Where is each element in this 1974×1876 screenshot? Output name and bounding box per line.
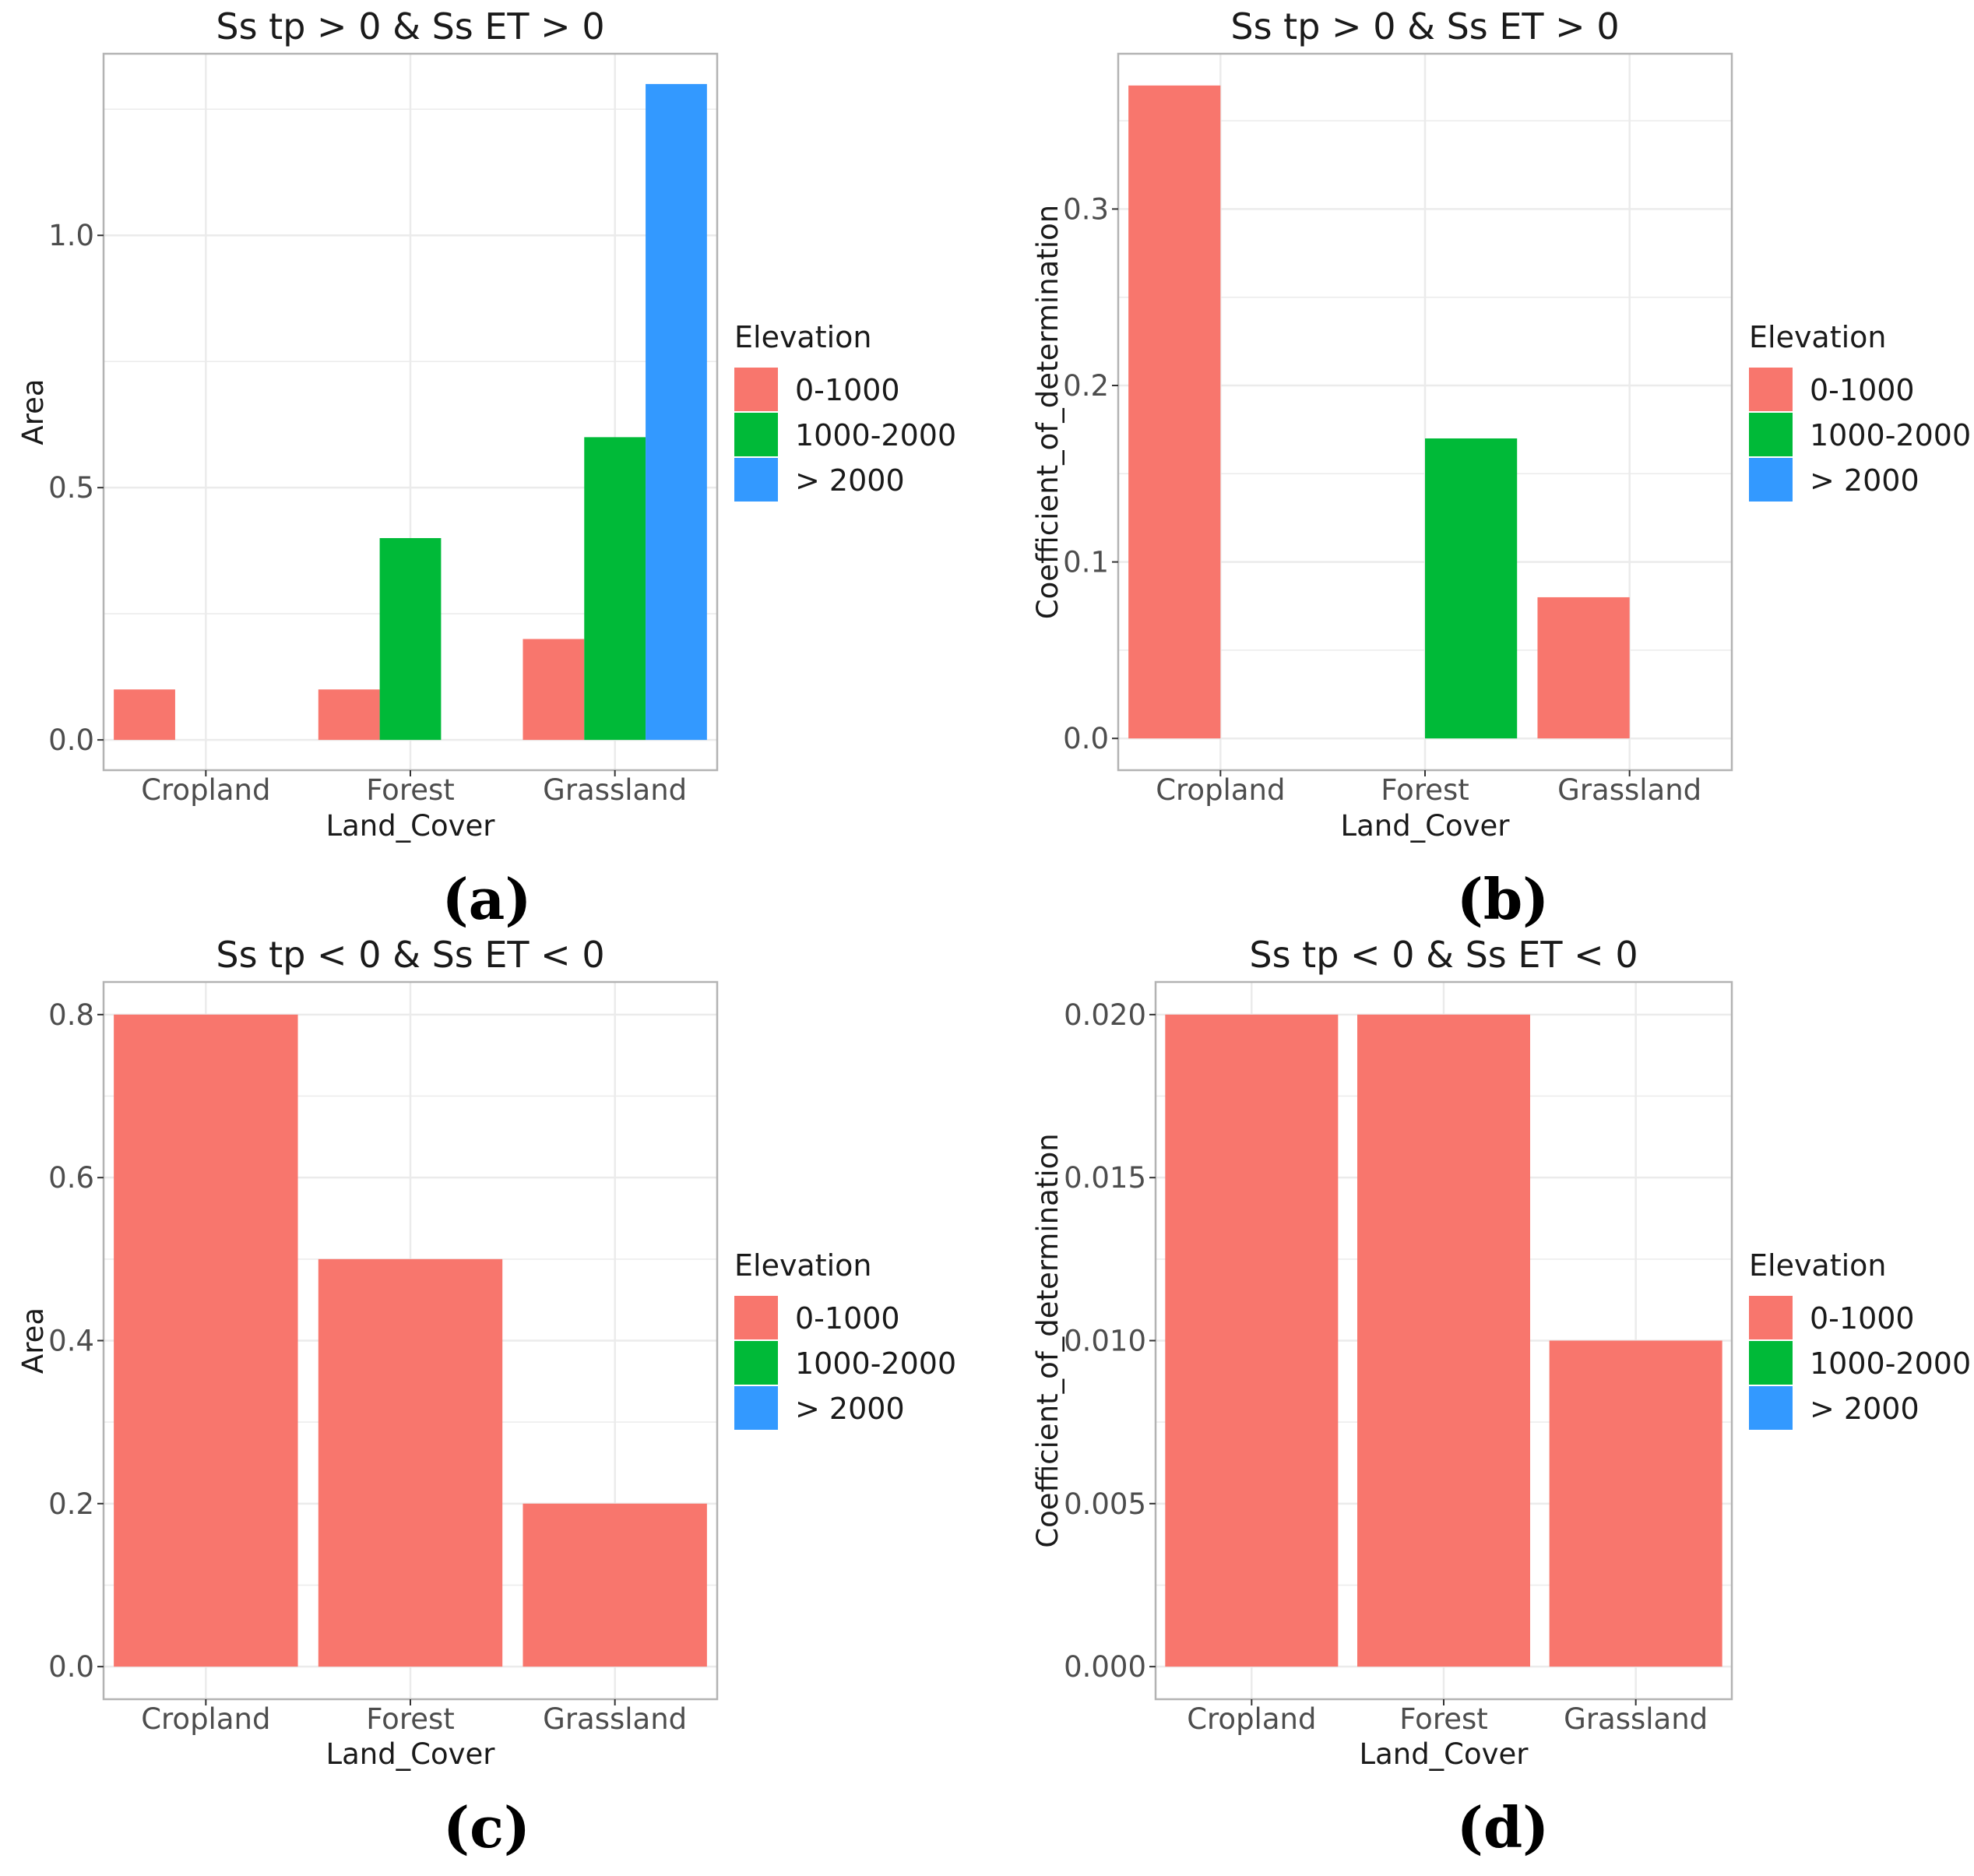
y-tick-label: 0.0 bbox=[1063, 722, 1109, 755]
legend-label-2: > 2000 bbox=[795, 1392, 905, 1426]
x-tick-label-cropland: Cropland bbox=[141, 773, 270, 807]
x-tick-label-forest: Forest bbox=[1399, 1702, 1488, 1736]
y-axis-label: Coefficient_of_determination bbox=[1031, 1133, 1064, 1547]
x-tick-label-forest: Forest bbox=[1381, 773, 1469, 807]
bar-cropland-0 bbox=[1165, 1014, 1339, 1667]
bar-forest-0 bbox=[1357, 1014, 1530, 1667]
bar-forest-0 bbox=[318, 689, 380, 741]
panel-label: (b) bbox=[1457, 866, 1549, 932]
chart-title: Ss tp < 0 & Ss ET < 0 bbox=[1249, 934, 1638, 976]
y-tick-label: 0.0 bbox=[48, 723, 94, 757]
legend-label-2: > 2000 bbox=[1810, 1392, 1919, 1426]
y-axis-label: Area bbox=[16, 1308, 50, 1374]
y-tick-label: 0.5 bbox=[48, 471, 94, 505]
legend-key-2 bbox=[1749, 1386, 1793, 1430]
panel-label: (d) bbox=[1457, 1794, 1549, 1860]
legend-label-1: 1000-2000 bbox=[795, 418, 956, 452]
legend-label-0: 0-1000 bbox=[1810, 1301, 1915, 1336]
chart-title: Ss tp > 0 & Ss ET > 0 bbox=[216, 5, 604, 48]
x-tick-label-grassland: Grassland bbox=[543, 773, 687, 807]
legend-key-0 bbox=[734, 368, 778, 411]
legend-title: Elevation bbox=[734, 320, 872, 354]
y-tick-label: 0.3 bbox=[1063, 192, 1109, 226]
legend-key-2 bbox=[734, 1386, 778, 1430]
bar-forest-0 bbox=[318, 1258, 503, 1667]
x-tick-label-cropland: Cropland bbox=[1187, 1702, 1316, 1736]
y-tick-label: 0.2 bbox=[48, 1487, 94, 1521]
y-tick-label: 0.015 bbox=[1064, 1161, 1146, 1195]
y-tick-label: 0.010 bbox=[1064, 1325, 1146, 1358]
y-tick-label: 0.005 bbox=[1064, 1487, 1146, 1521]
legend-label-1: 1000-2000 bbox=[1810, 1346, 1971, 1381]
y-tick-label: 0.2 bbox=[1063, 369, 1109, 403]
chart-panel-1: 0.0 0.5 1.0 Cropland Forest Grassland Ss tp > … bbox=[16, 5, 956, 932]
legend-key-0 bbox=[734, 1296, 778, 1339]
chart-panel-3: 0.0 0.2 0.4 0.6 0.8 Cropland Forest Grassland Ss… bbox=[16, 934, 956, 1860]
y-axis-label: Coefficient_of_determination bbox=[1031, 205, 1064, 619]
bar-grassland-0 bbox=[523, 1503, 707, 1667]
x-axis-label: Land_Cover bbox=[1359, 1737, 1529, 1771]
x-tick-label-grassland: Grassland bbox=[1564, 1702, 1708, 1736]
legend: Elevation 0-1000 1000-2000 > 2000 bbox=[1749, 1248, 1971, 1430]
y-tick-label: 0.1 bbox=[1063, 546, 1109, 579]
bar-cropland-0 bbox=[1128, 85, 1221, 739]
legend-label-0: 0-1000 bbox=[795, 373, 900, 407]
bar-grassland-2 bbox=[646, 83, 707, 741]
bar-grassland-0 bbox=[1537, 597, 1630, 739]
x-tick-label-grassland: Grassland bbox=[1557, 773, 1701, 807]
chart-title: Ss tp < 0 & Ss ET < 0 bbox=[216, 934, 604, 976]
x-tick-label-forest: Forest bbox=[366, 1702, 455, 1736]
legend: Elevation 0-1000 1000-2000 > 2000 bbox=[734, 1248, 956, 1430]
chart-panel-4: 0.000 0.005 0.010 0.015 0.020 Cropland Forest G… bbox=[1031, 934, 1971, 1860]
chart-panel-2: 0.0 0.1 0.2 0.3 Cropland Forest Grassland Ss tp… bbox=[1031, 5, 1971, 932]
legend-label-0: 0-1000 bbox=[1810, 373, 1915, 407]
legend-key-2 bbox=[734, 458, 778, 502]
legend-key-1 bbox=[1749, 1341, 1793, 1385]
panel-label: (a) bbox=[442, 866, 532, 932]
y-tick-label: 0.4 bbox=[48, 1325, 94, 1358]
legend-title: Elevation bbox=[1749, 320, 1887, 354]
x-tick-label-cropland: Cropland bbox=[141, 1702, 270, 1736]
legend-label-1: 1000-2000 bbox=[795, 1346, 956, 1381]
x-tick-label-forest: Forest bbox=[366, 773, 455, 807]
x-tick-label-cropland: Cropland bbox=[1156, 773, 1285, 807]
y-tick-label: 1.0 bbox=[48, 219, 94, 252]
bar-grassland-0 bbox=[1549, 1340, 1722, 1667]
legend-label-0: 0-1000 bbox=[795, 1301, 900, 1336]
y-tick-label: 0.020 bbox=[1064, 998, 1146, 1032]
x-tick-label-grassland: Grassland bbox=[543, 1702, 687, 1736]
legend-title: Elevation bbox=[1749, 1248, 1887, 1283]
legend-title: Elevation bbox=[734, 1248, 872, 1283]
chart-title: Ss tp > 0 & Ss ET > 0 bbox=[1230, 5, 1619, 48]
legend-key-1 bbox=[1749, 413, 1793, 456]
y-tick-label: 0.6 bbox=[48, 1161, 94, 1195]
bar-cropland-0 bbox=[114, 1014, 298, 1667]
y-tick-label: 0.000 bbox=[1064, 1650, 1146, 1684]
bar-forest-1 bbox=[1425, 438, 1518, 739]
legend-label-2: > 2000 bbox=[795, 463, 905, 498]
legend: Elevation 0-1000 1000-2000 > 2000 bbox=[1749, 320, 1971, 502]
legend-key-2 bbox=[1749, 458, 1793, 502]
bar-forest-1 bbox=[379, 537, 442, 741]
legend-key-0 bbox=[1749, 368, 1793, 411]
legend-key-1 bbox=[734, 1341, 778, 1385]
legend-label-2: > 2000 bbox=[1810, 463, 1919, 498]
bar-cropland-0 bbox=[114, 689, 175, 741]
panel-label: (c) bbox=[443, 1794, 530, 1860]
bar-grassland-1 bbox=[584, 437, 646, 741]
y-axis-label: Area bbox=[16, 378, 50, 445]
bar-grassland-0 bbox=[523, 639, 585, 741]
x-axis-label: Land_Cover bbox=[1340, 809, 1510, 843]
legend: Elevation 0-1000 1000-2000 > 2000 bbox=[734, 320, 956, 502]
legend-key-1 bbox=[734, 413, 778, 456]
y-tick-label: 0.0 bbox=[48, 1650, 94, 1684]
legend-key-0 bbox=[1749, 1296, 1793, 1339]
x-axis-label: Land_Cover bbox=[325, 1737, 495, 1771]
x-axis-label: Land_Cover bbox=[325, 809, 495, 843]
legend-label-1: 1000-2000 bbox=[1810, 418, 1971, 452]
y-tick-label: 0.8 bbox=[48, 998, 94, 1032]
